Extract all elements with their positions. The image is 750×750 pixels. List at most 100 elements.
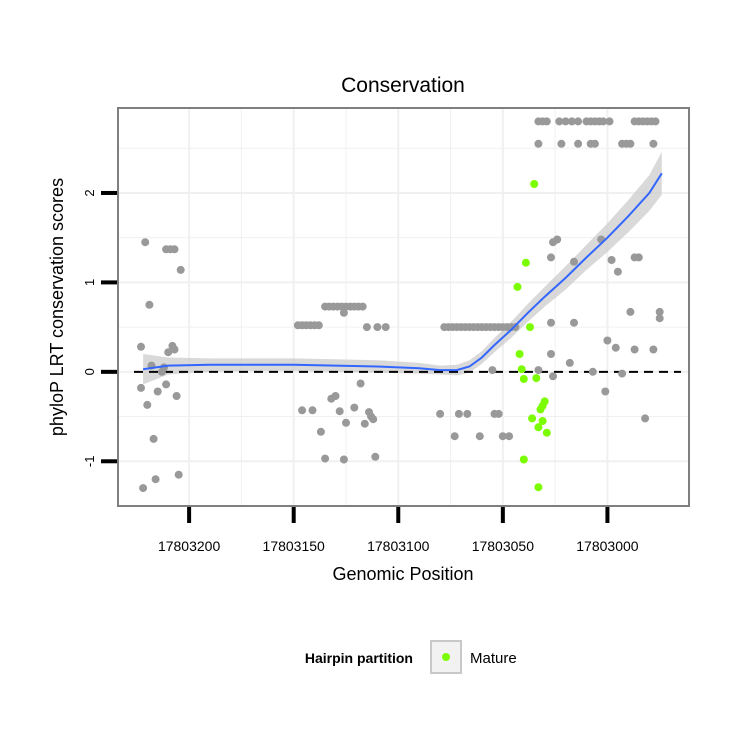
x-tick-label: 17803000 bbox=[576, 538, 639, 554]
point-mature bbox=[534, 483, 543, 492]
point-other bbox=[174, 470, 183, 479]
point-other bbox=[547, 253, 555, 262]
point-other bbox=[498, 432, 507, 441]
point-other bbox=[335, 407, 344, 416]
point-other bbox=[605, 117, 614, 126]
point-other bbox=[611, 343, 620, 352]
x-tick-label: 17803050 bbox=[472, 538, 535, 554]
point-other bbox=[362, 323, 371, 332]
y-tick-label: 0 bbox=[82, 368, 97, 375]
point-other bbox=[649, 139, 658, 148]
point-mature bbox=[519, 455, 528, 464]
legend-title: Hairpin partition bbox=[305, 650, 413, 666]
point-other bbox=[371, 452, 380, 461]
point-mature bbox=[517, 365, 526, 374]
point-mature bbox=[534, 423, 543, 432]
point-other bbox=[356, 379, 365, 388]
point-other bbox=[547, 318, 555, 327]
smooth-line-layer bbox=[142, 172, 663, 372]
point-other bbox=[162, 380, 171, 389]
point-mature bbox=[528, 414, 537, 423]
point-other bbox=[360, 419, 369, 428]
point-other bbox=[599, 117, 608, 126]
point-other bbox=[436, 409, 445, 418]
point-other bbox=[137, 342, 145, 351]
point-other bbox=[170, 345, 179, 354]
point-other bbox=[655, 314, 664, 323]
point-other bbox=[574, 117, 583, 126]
point-other bbox=[331, 392, 340, 400]
point-mature bbox=[530, 180, 539, 188]
point-other bbox=[555, 117, 564, 126]
x-axis-label: Genomic Position bbox=[332, 564, 473, 584]
point-other bbox=[549, 372, 557, 381]
point-mature bbox=[515, 350, 524, 358]
point-other bbox=[316, 427, 325, 436]
x-tick-label: 17803100 bbox=[367, 538, 430, 554]
point-other bbox=[613, 267, 622, 276]
point-other bbox=[153, 387, 162, 396]
point-other bbox=[505, 432, 514, 441]
point-mature bbox=[538, 417, 547, 425]
point-other bbox=[626, 139, 635, 148]
point-other bbox=[373, 323, 382, 332]
confidence-ribbon-layer bbox=[143, 151, 662, 385]
point-other bbox=[139, 484, 148, 493]
point-other bbox=[534, 139, 543, 148]
point-mature bbox=[521, 258, 530, 267]
y-axis-label: phyloP LRT conservation scores bbox=[47, 178, 67, 436]
point-other bbox=[149, 434, 158, 443]
point-other bbox=[172, 392, 181, 400]
point-other bbox=[574, 139, 583, 148]
x-tick-label: 17803150 bbox=[263, 538, 326, 554]
point-other bbox=[534, 366, 543, 375]
point-other bbox=[488, 366, 497, 375]
point-other bbox=[298, 406, 307, 415]
point-mature bbox=[540, 397, 549, 406]
point-other bbox=[369, 415, 378, 424]
point-other bbox=[655, 307, 664, 316]
point-other bbox=[607, 256, 616, 264]
point-other bbox=[454, 409, 463, 418]
point-other bbox=[342, 418, 350, 427]
point-other bbox=[475, 432, 484, 441]
point-other bbox=[314, 321, 323, 330]
point-other bbox=[634, 253, 643, 262]
point-other bbox=[494, 409, 503, 418]
point-other bbox=[618, 369, 627, 378]
point-other bbox=[176, 265, 185, 274]
point-other bbox=[463, 409, 472, 418]
point-other bbox=[339, 308, 348, 317]
point-other bbox=[547, 350, 555, 358]
point-other bbox=[565, 358, 574, 367]
points-layer bbox=[137, 117, 664, 493]
point-other bbox=[601, 387, 610, 396]
point-other bbox=[145, 300, 154, 309]
y-axis: -1 0 1 2 bbox=[82, 189, 117, 467]
point-other bbox=[151, 475, 160, 484]
point-other bbox=[590, 139, 599, 148]
point-other bbox=[542, 117, 551, 126]
point-other bbox=[350, 403, 359, 412]
point-other bbox=[570, 257, 578, 266]
point-mature bbox=[526, 323, 534, 332]
point-other bbox=[339, 455, 348, 464]
point-other bbox=[381, 323, 390, 332]
chart-title: Conservation bbox=[341, 74, 465, 97]
point-mature bbox=[542, 428, 551, 437]
x-axis: 17803200 17803150 17803100 17803050 17803000 bbox=[158, 507, 639, 554]
legend-key-mature bbox=[442, 653, 450, 661]
point-other bbox=[143, 400, 152, 409]
point-other bbox=[570, 318, 578, 327]
point-other bbox=[321, 454, 330, 463]
point-other bbox=[141, 238, 150, 247]
point-mature bbox=[519, 375, 528, 383]
confidence-ribbon bbox=[143, 151, 662, 385]
point-other bbox=[603, 336, 612, 345]
point-other bbox=[561, 117, 570, 126]
legend: Hairpin partition Mature bbox=[305, 640, 517, 674]
point-other bbox=[358, 302, 367, 311]
point-mature bbox=[513, 282, 522, 291]
point-other bbox=[567, 117, 576, 126]
